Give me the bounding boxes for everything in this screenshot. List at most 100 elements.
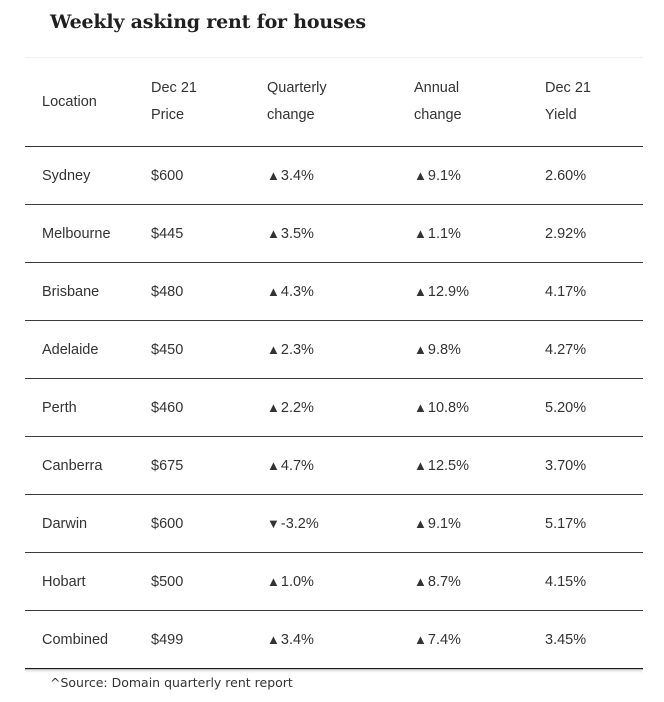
annual-change-value: 9.1%: [427, 167, 461, 184]
change-arrow-icon: ▲: [267, 283, 280, 299]
cell-yield: 3.45%: [528, 610, 643, 670]
change-arrow-icon: ▲: [414, 167, 427, 183]
table-row: Adelaide $450 ▲2.3% ▲9.8% 4.27%: [25, 320, 643, 379]
quarterly-change-value: 3.5%: [280, 225, 314, 242]
change-arrow-icon: ▲: [414, 631, 427, 647]
header-quarterly-change: Quarterly change: [250, 58, 397, 147]
table-row: Hobart $500 ▲1.0% ▲8.7% 4.15%: [25, 552, 643, 611]
cell-location: Melbourne: [25, 204, 134, 263]
table-row: Combined $499 ▲3.4% ▲7.4% 3.45%: [25, 610, 643, 670]
table-row: Sydney $600 ▲3.4% ▲9.1% 2.60%: [25, 146, 643, 205]
cell-yield: 4.17%: [528, 262, 643, 321]
change-arrow-icon: ▲: [267, 399, 280, 415]
cell-price: $600: [134, 146, 250, 205]
change-arrow-icon: ▲: [414, 515, 427, 531]
cell-quarterly-change: ▲3.4%: [250, 146, 397, 205]
change-arrow-icon: ▼: [267, 515, 280, 531]
change-arrow-icon: ▲: [267, 631, 280, 647]
quarterly-change-value: -3.2%: [280, 515, 319, 532]
header-quarterly-line1: Quarterly: [267, 80, 327, 96]
cell-yield: 2.60%: [528, 146, 643, 205]
cell-location: Canberra: [25, 436, 134, 495]
annual-change-value: 12.5%: [427, 457, 469, 474]
cell-quarterly-change: ▲1.0%: [250, 552, 397, 611]
annual-change-value: 1.1%: [427, 225, 461, 242]
cell-quarterly-change: ▼-3.2%: [250, 494, 397, 553]
cell-yield: 3.70%: [528, 436, 643, 495]
annual-change-value: 9.1%: [427, 515, 461, 532]
table-row: Brisbane $480 ▲4.3% ▲12.9% 4.17%: [25, 262, 643, 321]
cell-annual-change: ▲7.4%: [397, 610, 528, 670]
change-arrow-icon: ▲: [414, 225, 427, 241]
rent-table-container: Location Dec 21 Price Quarterly change A…: [25, 57, 643, 670]
change-arrow-icon: ▲: [267, 457, 280, 473]
table-row: Melbourne $445 ▲3.5% ▲1.1% 2.92%: [25, 204, 643, 263]
cell-location: Perth: [25, 378, 134, 437]
rent-table: Location Dec 21 Price Quarterly change A…: [25, 58, 643, 670]
change-arrow-icon: ▲: [267, 167, 280, 183]
cell-price: $499: [134, 610, 250, 670]
cell-quarterly-change: ▲3.5%: [250, 204, 397, 263]
change-arrow-icon: ▲: [267, 341, 280, 357]
quarterly-change-value: 4.7%: [280, 457, 314, 474]
quarterly-change-value: 1.0%: [280, 573, 314, 590]
cell-price: $450: [134, 320, 250, 379]
cell-annual-change: ▲8.7%: [397, 552, 528, 611]
cell-price: $445: [134, 204, 250, 263]
header-annual-line1: Annual: [414, 80, 460, 96]
header-price-line2: Price: [151, 107, 185, 123]
table-header-row: Location Dec 21 Price Quarterly change A…: [25, 58, 643, 147]
cell-quarterly-change: ▲4.7%: [250, 436, 397, 495]
cell-location: Darwin: [25, 494, 134, 553]
cell-annual-change: ▲12.5%: [397, 436, 528, 495]
annual-change-value: 9.8%: [427, 341, 461, 358]
change-arrow-icon: ▲: [267, 225, 280, 241]
change-arrow-icon: ▲: [414, 341, 427, 357]
table-row: Perth $460 ▲2.2% ▲ 10.8% 5.20%: [25, 378, 643, 437]
cell-quarterly-change: ▲2.2%: [250, 378, 397, 437]
annual-change-value: 12.9%: [427, 283, 469, 300]
cell-annual-change: ▲12.9%: [397, 262, 528, 321]
cell-annual-change: ▲9.1%: [397, 494, 528, 553]
change-arrow-icon: ▲: [414, 283, 427, 299]
cell-annual-change: ▲1.1%: [397, 204, 528, 263]
annual-change-value: 8.7%: [427, 573, 461, 590]
cell-annual-change: ▲9.8%: [397, 320, 528, 379]
change-arrow-icon: ▲: [414, 573, 427, 589]
table-row: Canberra $675 ▲4.7% ▲12.5% 3.70%: [25, 436, 643, 495]
header-quarterly-line2: change: [267, 107, 315, 123]
quarterly-change-value: 2.3%: [280, 341, 314, 358]
header-yield-line1: Dec 21: [545, 80, 591, 96]
cell-quarterly-change: ▲3.4%: [250, 610, 397, 670]
table-row: Darwin $600 ▼-3.2% ▲9.1% 5.17%: [25, 494, 643, 553]
cell-annual-change: ▲9.1%: [397, 146, 528, 205]
cell-price: $675: [134, 436, 250, 495]
cell-yield: 5.17%: [528, 494, 643, 553]
quarterly-change-value: 2.2%: [280, 399, 314, 416]
cell-price: $480: [134, 262, 250, 321]
table-bottom-shadow: [25, 669, 643, 673]
quarterly-change-value: 3.4%: [280, 167, 314, 184]
cell-yield: 2.92%: [528, 204, 643, 263]
table-title: Weekly asking rent for houses: [50, 11, 366, 33]
header-location: Location: [25, 58, 134, 147]
header-annual-change: Annual change: [397, 58, 528, 147]
cell-price: $460: [134, 378, 250, 437]
change-arrow-icon: ▲: [267, 573, 280, 589]
header-yield-line2: Yield: [545, 107, 577, 123]
cell-price: $600: [134, 494, 250, 553]
cell-price: $500: [134, 552, 250, 611]
cell-location: Adelaide: [25, 320, 134, 379]
header-annual-line2: change: [414, 107, 462, 123]
quarterly-change-value: 3.4%: [280, 631, 314, 648]
cell-location: Brisbane: [25, 262, 134, 321]
header-price: Dec 21 Price: [134, 58, 250, 147]
cell-location: Hobart: [25, 552, 134, 611]
cell-yield: 4.15%: [528, 552, 643, 611]
cell-location: Combined: [25, 610, 134, 670]
cell-quarterly-change: ▲4.3%: [250, 262, 397, 321]
cell-yield: 5.20%: [528, 378, 643, 437]
header-location-label: Location: [42, 93, 97, 110]
annual-change-value: 10.8%: [427, 399, 469, 416]
header-price-line1: Dec 21: [151, 80, 197, 96]
